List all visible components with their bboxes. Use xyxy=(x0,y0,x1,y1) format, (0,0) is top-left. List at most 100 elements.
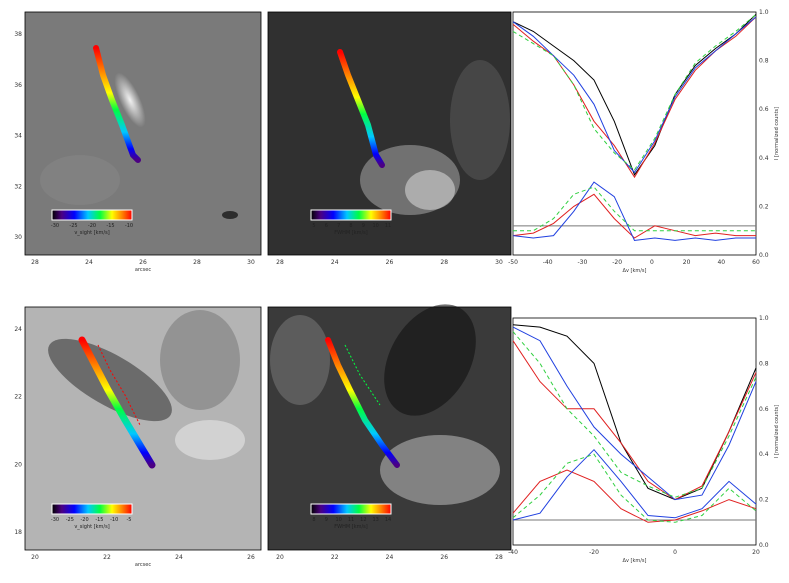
y-tick-label: 1.0 xyxy=(759,315,769,322)
colorbar-tick: 11 xyxy=(348,517,354,523)
colorbar-tick: 9 xyxy=(362,223,365,229)
x-tick-label: 30 xyxy=(247,259,255,266)
series-line-1 xyxy=(512,340,757,501)
x-tick-label: 40 xyxy=(717,259,725,266)
top-panel-a xyxy=(24,11,262,256)
x-tick-label: 28 xyxy=(193,259,201,266)
y-tick-label: 0.8 xyxy=(759,58,769,65)
x-tick-label: -30 xyxy=(578,259,588,266)
colorbar-tick: -20 xyxy=(88,223,96,229)
colorbar-tick: 7 xyxy=(337,223,340,229)
bottom-colorbar-b xyxy=(310,503,392,515)
y-tick-label: 1.0 xyxy=(759,9,769,16)
x-tick-label: 30 xyxy=(495,259,503,266)
x-tick-label: 28 xyxy=(276,259,284,266)
colorbar-tick: 11 xyxy=(385,223,391,229)
x-tick-label: 24 xyxy=(331,259,339,266)
x-tick-label: 28 xyxy=(31,259,39,266)
colorbar-label: FWHM [km/s] xyxy=(334,524,367,530)
series-line-4 xyxy=(512,193,756,239)
series-line-2 xyxy=(512,16,757,174)
colorbar-tick: 10 xyxy=(372,223,378,229)
series-line-5 xyxy=(512,448,757,521)
x-tick-label: -50 xyxy=(508,259,518,266)
colorbar-tick: 8 xyxy=(349,223,352,229)
y-tick-label: 0.4 xyxy=(759,451,769,458)
colorbar-tick: 13 xyxy=(372,517,378,523)
x-tick-label: 24 xyxy=(175,554,183,561)
y-tick-label: 18 xyxy=(14,529,22,536)
x-tick-label: 26 xyxy=(139,259,147,266)
colorbar-tick: -20 xyxy=(81,517,89,523)
y-tick-label: 0.2 xyxy=(759,203,769,210)
y-tick-label: 32 xyxy=(14,183,22,190)
x-tick-label: -20 xyxy=(589,549,599,556)
x-tick-label: 26 xyxy=(386,259,394,266)
colorbar-tick: 8 xyxy=(312,517,315,523)
series-line-6 xyxy=(513,186,756,232)
y-axis-label: I [normalized counts] xyxy=(774,405,780,458)
y-tick-label: 38 xyxy=(14,31,22,38)
series-line-2 xyxy=(512,326,757,501)
bottom-panel-b xyxy=(267,304,512,551)
colorbar-tick: -25 xyxy=(66,517,74,523)
y-tick-label: 0.4 xyxy=(759,155,769,162)
y-tick-label: 0.0 xyxy=(759,542,769,549)
top-panel-b xyxy=(267,11,512,256)
series-line-0 xyxy=(512,14,757,176)
x-tick-label: 28 xyxy=(495,554,503,561)
colorbar-tick: -5 xyxy=(127,517,132,523)
colorbar-tick: -25 xyxy=(69,223,77,229)
top-colorbar-b xyxy=(310,209,392,221)
bottom-panel-a xyxy=(24,306,262,551)
x-tick-label: -20 xyxy=(612,259,622,266)
x-tick-label: 20 xyxy=(276,554,284,561)
top-panel-c-frame xyxy=(512,11,757,256)
x-axis-label: Δv [km/s] xyxy=(623,558,647,564)
series-line-3 xyxy=(512,14,757,171)
y-tick-label: 34 xyxy=(14,133,22,140)
colorbar-tick: 6 xyxy=(325,223,328,229)
x-tick-label: -40 xyxy=(543,259,553,266)
x-tick-label: 26 xyxy=(247,554,255,561)
bottom-panel-c-frame xyxy=(512,317,757,546)
y-tick-label: 0.2 xyxy=(759,497,769,504)
y-tick-label: 36 xyxy=(14,82,22,89)
y-tick-label: 22 xyxy=(14,394,22,401)
x-axis-label: Δv [km/s] xyxy=(623,268,647,274)
colorbar-label: v_sight [km/s] xyxy=(74,230,109,236)
colorbar-tick: 5 xyxy=(312,223,315,229)
colorbar-tick: 10 xyxy=(335,517,341,523)
series-line-5 xyxy=(512,181,756,241)
x-axis-label: arcsec xyxy=(135,267,151,273)
colorbar-tick: 12 xyxy=(360,517,366,523)
series-line-3 xyxy=(512,331,757,498)
y-tick-label: 30 xyxy=(14,234,22,241)
x-tick-label: 24 xyxy=(386,554,394,561)
y-tick-label: 24 xyxy=(14,326,22,333)
x-tick-label: 22 xyxy=(103,554,111,561)
colorbar-tick: -30 xyxy=(51,223,59,229)
x-tick-label: 20 xyxy=(683,259,691,266)
x-tick-label: 26 xyxy=(440,554,448,561)
colorbar-tick: -30 xyxy=(51,517,59,523)
x-tick-label: 22 xyxy=(331,554,339,561)
colorbar-tick: 14 xyxy=(385,517,391,523)
x-tick-label: 60 xyxy=(752,259,760,266)
y-tick-label: 0.8 xyxy=(759,360,769,367)
colorbar-tick: -15 xyxy=(106,223,114,229)
series-line-6 xyxy=(512,453,757,523)
y-axis-label: I [normalized counts] xyxy=(774,107,780,160)
colorbar-tick: 9 xyxy=(325,517,328,523)
y-tick-label: 0.6 xyxy=(759,106,769,113)
x-tick-label: 28 xyxy=(440,259,448,266)
colorbar-tick: -10 xyxy=(110,517,118,523)
colorbar-label: FWHM [km/s] xyxy=(334,230,367,236)
y-tick-label: 0.0 xyxy=(759,252,769,259)
x-tick-label: 24 xyxy=(85,259,93,266)
x-axis-label: arcsec xyxy=(135,562,151,568)
top-colorbar-a xyxy=(51,209,133,221)
series-line-4 xyxy=(512,469,757,523)
x-tick-label: 20 xyxy=(31,554,39,561)
